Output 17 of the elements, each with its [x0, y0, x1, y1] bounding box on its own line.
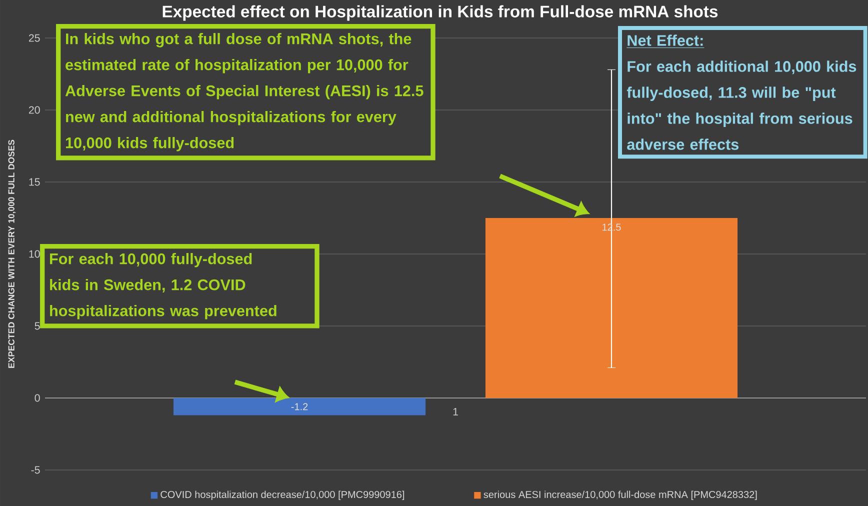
y-tick-label: 5 [34, 322, 40, 330]
annotation: For each 10,000 fully-dosed kids in Sweden, 1.2 COVID hospitalizations was prevented [50, 252, 276, 320]
annotation: Net Effect: [628, 34, 703, 46]
chart-title: Expected effect on Hospitalization in Kids from Full-dose mRNA shots [162, 5, 718, 21]
legend-label: serious AESI increase/10,000 full-dose mRNA [PMC9428332] [484, 490, 757, 500]
y-axis-title: EXPECTED CHANGE WITH EVERY 10,000 FULL DOSES [8, 140, 16, 368]
legend-label: COVID hospitalization decrease/10,000 [PMC9990916] [160, 490, 404, 500]
y-tick-label: 20 [28, 106, 40, 114]
y-tick-label: 10 [29, 250, 40, 258]
y-tick-label: 15 [29, 178, 40, 186]
y-tick-label: 0 [34, 394, 40, 402]
y-tick-label: 25 [28, 34, 40, 42]
data-label: -1.2 [291, 403, 308, 410]
y-tick-label: -5 [31, 466, 40, 474]
x-tick-label: 1 [453, 408, 458, 416]
annotation: For each additional 10,000 kids fully-dosed, 11.3 will be "put into" the hospital from serious adverse effects [626, 60, 856, 150]
annotation: In kids who got a full dose of mRNA shots, the estimated rate of hospitalization per 10,000 for Adverse Events of Special Interest (AESI) is 12.5 new and additional hospitalizations for every 10,000 kids fully-dosed [65, 32, 424, 152]
